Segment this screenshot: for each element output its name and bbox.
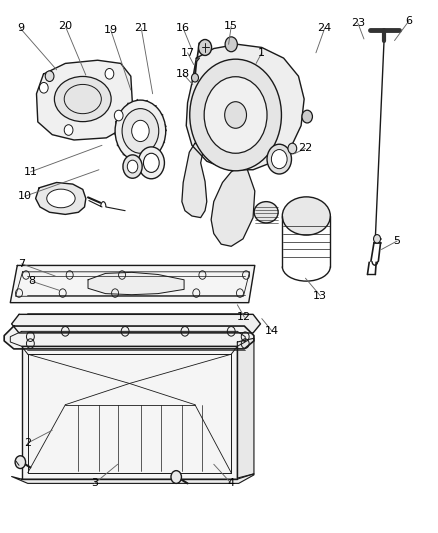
Polygon shape [4,326,254,349]
Text: 13: 13 [313,290,327,301]
Text: 14: 14 [265,326,279,336]
Ellipse shape [254,201,278,223]
Polygon shape [237,338,254,478]
Circle shape [225,37,237,52]
Text: 22: 22 [298,143,313,154]
Ellipse shape [54,76,111,122]
Text: 3: 3 [91,479,98,488]
Circle shape [123,155,142,178]
Text: 7: 7 [18,259,25,269]
Circle shape [204,77,267,154]
Text: 23: 23 [351,18,365,28]
Circle shape [374,235,381,243]
Text: 18: 18 [176,69,190,79]
Text: 21: 21 [134,23,148,34]
Circle shape [225,102,247,128]
Circle shape [288,143,297,154]
Polygon shape [11,265,255,303]
Circle shape [64,125,73,135]
Circle shape [127,160,138,173]
Text: 15: 15 [224,21,238,31]
Text: 20: 20 [58,21,72,31]
Text: 1: 1 [258,48,265,58]
Polygon shape [36,60,133,140]
Polygon shape [211,166,255,246]
Polygon shape [12,474,254,483]
Text: 8: 8 [28,277,35,286]
Circle shape [138,147,164,179]
Text: 2: 2 [24,438,32,448]
Text: 9: 9 [17,23,24,34]
Text: 5: 5 [394,236,401,246]
Circle shape [114,110,123,121]
Text: 11: 11 [23,167,37,177]
Circle shape [122,109,159,154]
Circle shape [45,71,54,82]
Circle shape [198,39,212,55]
Text: 24: 24 [318,23,332,34]
Circle shape [302,110,312,123]
Polygon shape [186,44,304,169]
Circle shape [15,456,25,469]
Circle shape [272,150,287,168]
Text: 17: 17 [180,48,194,58]
Polygon shape [182,143,207,217]
Circle shape [115,100,166,162]
Text: 12: 12 [237,312,251,322]
Circle shape [144,154,159,172]
Text: 6: 6 [406,16,413,26]
Ellipse shape [47,189,75,208]
Polygon shape [88,272,184,295]
Text: 10: 10 [18,191,32,201]
Polygon shape [21,346,237,479]
Text: 4: 4 [228,479,235,488]
Circle shape [105,68,114,79]
Polygon shape [35,182,86,214]
Circle shape [190,59,282,171]
Circle shape [191,74,198,82]
Text: 19: 19 [104,25,118,35]
Circle shape [39,83,48,93]
Ellipse shape [283,197,330,235]
Text: 16: 16 [176,23,190,34]
Circle shape [267,144,291,174]
Circle shape [171,471,181,483]
Polygon shape [12,314,261,333]
Circle shape [132,120,149,142]
